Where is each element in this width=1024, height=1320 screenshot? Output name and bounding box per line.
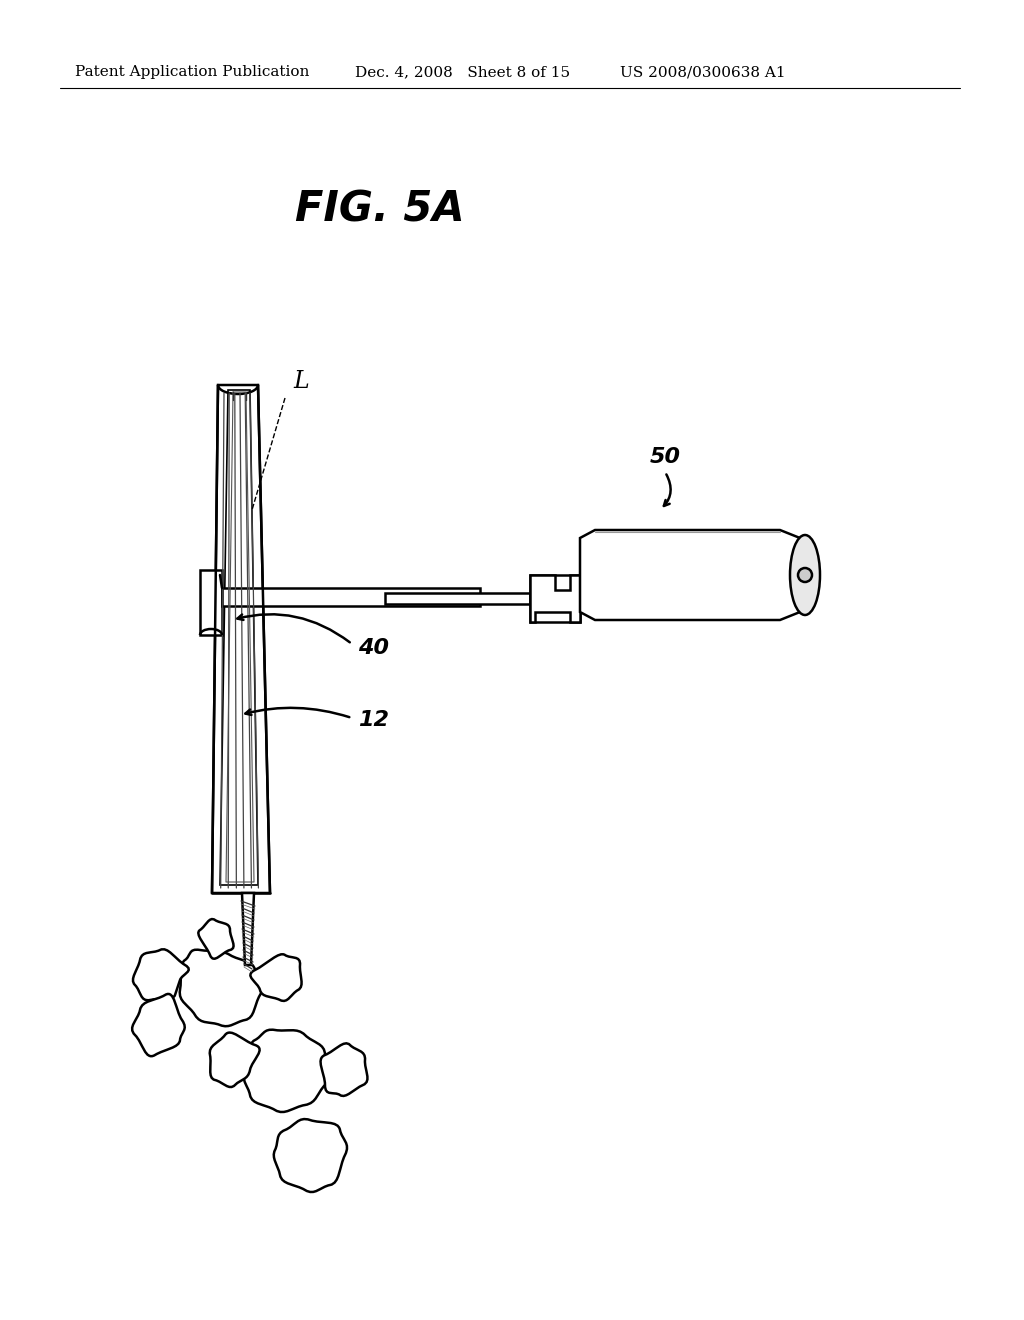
PathPatch shape xyxy=(133,949,188,1001)
PathPatch shape xyxy=(244,1030,329,1111)
PathPatch shape xyxy=(132,994,184,1056)
PathPatch shape xyxy=(273,1119,347,1192)
Ellipse shape xyxy=(790,535,820,615)
Text: 50: 50 xyxy=(650,447,681,467)
Text: L: L xyxy=(293,371,309,393)
Text: 12: 12 xyxy=(358,710,389,730)
PathPatch shape xyxy=(251,954,302,1001)
Polygon shape xyxy=(580,531,810,620)
PathPatch shape xyxy=(321,1043,368,1096)
Polygon shape xyxy=(385,593,530,605)
PathPatch shape xyxy=(199,919,233,958)
Text: Dec. 4, 2008   Sheet 8 of 15: Dec. 4, 2008 Sheet 8 of 15 xyxy=(355,65,570,79)
Ellipse shape xyxy=(798,568,812,582)
Polygon shape xyxy=(530,576,580,622)
Polygon shape xyxy=(212,385,270,894)
Polygon shape xyxy=(220,389,258,884)
Text: 40: 40 xyxy=(358,638,389,657)
PathPatch shape xyxy=(210,1032,260,1088)
Polygon shape xyxy=(530,576,580,622)
Text: Patent Application Publication: Patent Application Publication xyxy=(75,65,309,79)
PathPatch shape xyxy=(180,949,262,1026)
Text: FIG. 5A: FIG. 5A xyxy=(295,189,465,231)
Polygon shape xyxy=(242,894,254,965)
Polygon shape xyxy=(200,570,222,635)
Text: US 2008/0300638 A1: US 2008/0300638 A1 xyxy=(620,65,785,79)
Polygon shape xyxy=(222,587,480,606)
